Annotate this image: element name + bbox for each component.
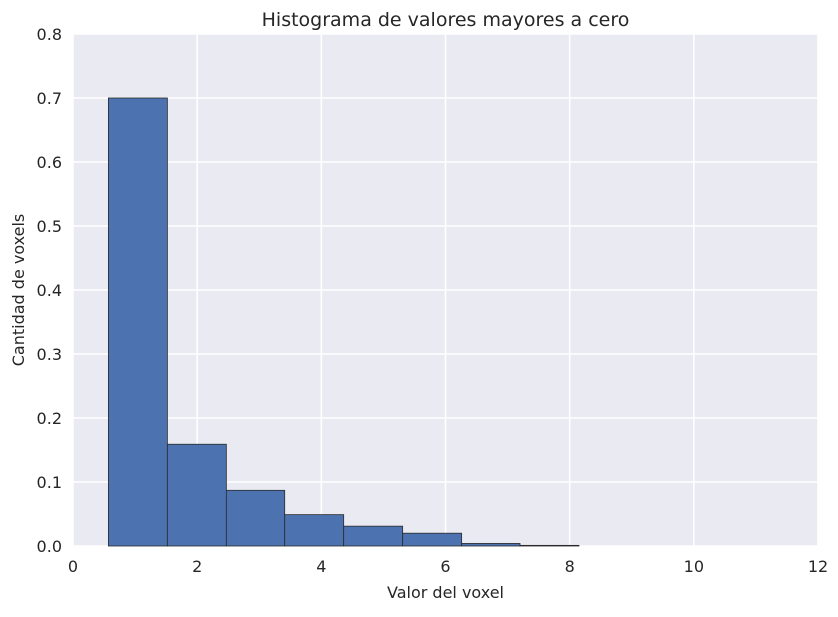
histogram-bar-0	[107, 97, 168, 547]
y-tick-label-0: 0.0	[37, 537, 62, 556]
histogram-bar-2	[225, 489, 286, 547]
x-axis-label: Valor del voxel	[387, 583, 504, 602]
x-axis-ticks: 0 2 4 6 8 10 12	[68, 557, 828, 576]
histogram-bar-7	[519, 544, 580, 547]
y-axis-label: Cantidad de voxels	[9, 214, 28, 367]
y-tick-label-1: 0.1	[37, 473, 62, 492]
x-tick-label-0: 0	[68, 557, 78, 576]
x-tick-label-6: 12	[808, 557, 828, 576]
chart-title: Histograma de valores mayores a cero	[262, 9, 630, 31]
y-axis-ticks: 0.0 0.1 0.2 0.3 0.4 0.5 0.6 0.7 0.8	[37, 25, 62, 556]
y-tick-label-2: 0.2	[37, 409, 62, 428]
x-tick-label-5: 10	[684, 557, 704, 576]
histogram-bar-1	[166, 443, 227, 547]
histogram-bar-3	[284, 514, 345, 547]
y-tick-label-4: 0.4	[37, 281, 62, 300]
y-tick-label-5: 0.5	[37, 217, 62, 236]
x-tick-label-4: 8	[565, 557, 575, 576]
histogram-bar-4	[343, 525, 404, 547]
histogram-bar-6	[461, 543, 521, 547]
y-tick-label-7: 0.7	[37, 89, 62, 108]
x-tick-label-2: 4	[316, 557, 326, 576]
histogram-bar-5	[402, 532, 463, 547]
y-tick-label-8: 0.8	[37, 25, 62, 44]
y-tick-label-3: 0.3	[37, 345, 62, 364]
x-tick-label-1: 2	[192, 557, 202, 576]
x-tick-label-3: 6	[440, 557, 450, 576]
y-tick-label-6: 0.6	[37, 153, 62, 172]
histogram-bars	[107, 97, 580, 547]
